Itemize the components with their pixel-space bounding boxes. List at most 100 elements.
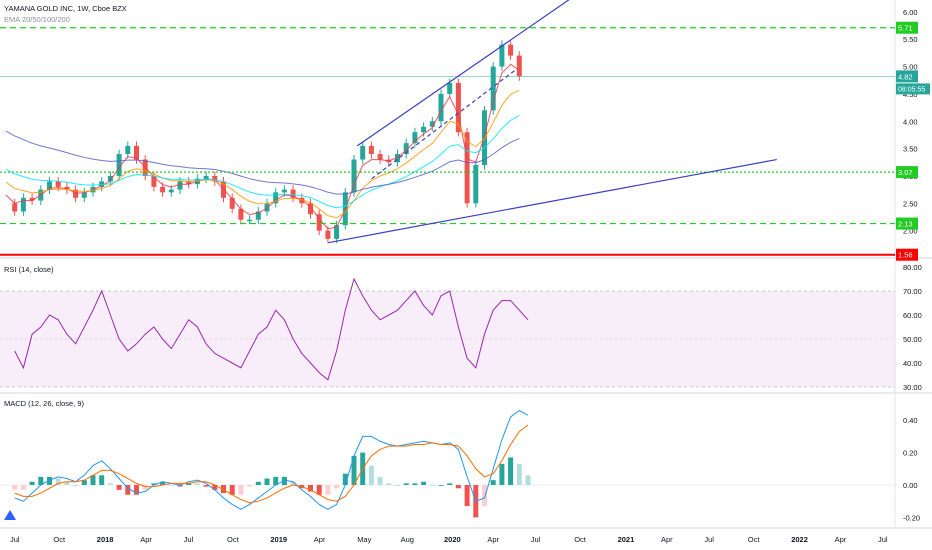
candle-body <box>360 145 366 160</box>
macd-histogram-bar <box>134 485 139 495</box>
rsi-tick-label: 30.00 <box>903 383 922 392</box>
time-tick-label: Aug <box>401 535 414 544</box>
price-tick-label: 4.00 <box>903 117 918 126</box>
price-tick-label: 2.00 <box>903 227 918 236</box>
time-tick-label: 2020 <box>444 535 461 544</box>
macd-histogram-bar <box>238 485 244 495</box>
candle-body <box>308 203 313 215</box>
macd-histogram-bar <box>351 455 357 485</box>
macd-histogram-bar <box>308 485 313 492</box>
trendline <box>356 0 570 147</box>
price-tick-label: 5.00 <box>903 63 918 72</box>
level-badge-label: 3.07 <box>898 168 913 177</box>
macd-histogram-bar <box>64 481 70 485</box>
candle-body <box>421 126 427 133</box>
macd-histogram-bar <box>429 485 435 486</box>
macd-histogram-bar <box>281 476 287 485</box>
macd-histogram-bar <box>12 485 18 490</box>
price-tick-label: 2.50 <box>903 199 918 208</box>
candle-body <box>429 121 435 127</box>
ema-20-line <box>5 63 520 230</box>
macd-histogram-bar <box>482 485 487 507</box>
candle-body <box>116 154 122 176</box>
countdown-label: 08:05:55 <box>898 86 925 93</box>
macd-histogram-bar <box>334 485 340 489</box>
symbol-legend[interactable]: YAMANA GOLD INC, 1W, Cboe BZX <box>4 4 127 13</box>
macd-histogram-bar <box>403 483 409 485</box>
macd-histogram-bar <box>377 476 383 485</box>
candle-body <box>447 82 453 94</box>
macd-histogram-bar <box>168 485 174 486</box>
macd-tick-label: 0.40 <box>903 416 918 425</box>
candle-body <box>160 186 166 193</box>
candle-body <box>203 175 209 179</box>
macd-histogram-bar <box>81 480 87 485</box>
time-tick-label: Oct <box>227 535 240 544</box>
rsi-legend[interactable]: RSI (14, close) <box>4 265 54 274</box>
macd-histogram-bar <box>125 485 131 495</box>
candle-body <box>168 189 174 193</box>
macd-histogram-bar <box>229 485 235 495</box>
level-badge-label: 5.71 <box>898 24 913 33</box>
candle-body <box>325 230 331 239</box>
time-tick-label: Apr <box>661 535 673 544</box>
candle-body <box>20 197 26 212</box>
rsi-tick-label: 80.00 <box>903 263 922 272</box>
level-badge <box>896 217 918 230</box>
ema-50-line <box>5 89 520 219</box>
price-tick-label: 6.00 <box>903 8 918 17</box>
macd-histogram-bar <box>499 463 505 485</box>
time-tick-label: 2022 <box>791 535 808 544</box>
time-tick-label: Apr <box>140 535 152 544</box>
candle-body <box>316 214 322 231</box>
macd-legend[interactable]: MACD (12, 26, close, 9) <box>4 399 85 408</box>
time-tick-label: Apr <box>314 535 326 544</box>
candle-body <box>125 145 131 155</box>
signal-line <box>14 424 529 504</box>
level-badge-label: 2.13 <box>898 220 913 229</box>
macd-histogram-bar <box>438 485 444 486</box>
time-tick-label: Oct <box>574 535 587 544</box>
macd-histogram-bar <box>186 483 192 485</box>
macd-histogram-bar <box>412 483 418 485</box>
macd-histogram-bar <box>421 481 427 485</box>
macd-histogram-bar <box>107 483 113 485</box>
rsi-tick-label: 40.00 <box>903 359 922 368</box>
macd-histogram-bar <box>325 485 331 495</box>
time-tick-label: 2019 <box>270 535 287 544</box>
macd-histogram-bar <box>73 485 79 486</box>
level-badge <box>896 21 918 34</box>
macd-histogram-bar <box>247 485 253 487</box>
candle-body <box>290 189 296 198</box>
macd-tick-label: 0.20 <box>903 449 918 458</box>
candle-body <box>516 55 522 77</box>
macd-histogram-bar <box>395 485 400 486</box>
ema-legend[interactable]: EMA 20/50/100/200 <box>4 15 70 24</box>
macd-histogram-bar <box>368 465 374 485</box>
macd-histogram-bar <box>142 485 148 490</box>
candle-body <box>12 203 18 212</box>
time-tick-label: 2018 <box>97 535 114 544</box>
rsi-tick-label: 60.00 <box>903 311 922 320</box>
candle-body <box>412 132 418 144</box>
macd-histogram-bar <box>90 475 96 485</box>
candle-body <box>351 159 357 193</box>
time-tick-label: Jul <box>10 535 20 544</box>
time-tick-label: Jul <box>531 535 541 544</box>
macd-histogram-bar <box>99 475 105 485</box>
macd-histogram-bar <box>508 457 514 485</box>
macd-histogram-bar <box>455 485 461 489</box>
candle-body <box>377 154 383 160</box>
macd-histogram-bar <box>20 485 26 490</box>
candle-body <box>247 219 253 222</box>
macd-histogram-bar <box>203 485 209 487</box>
macd-histogram-bar <box>464 485 470 507</box>
macd-histogram-bar <box>194 483 200 485</box>
candle-body <box>134 145 139 160</box>
macd-histogram-bar <box>221 485 226 494</box>
time-tick-label: 2021 <box>618 535 635 544</box>
candle-body <box>473 165 479 204</box>
candle-body <box>255 211 261 220</box>
